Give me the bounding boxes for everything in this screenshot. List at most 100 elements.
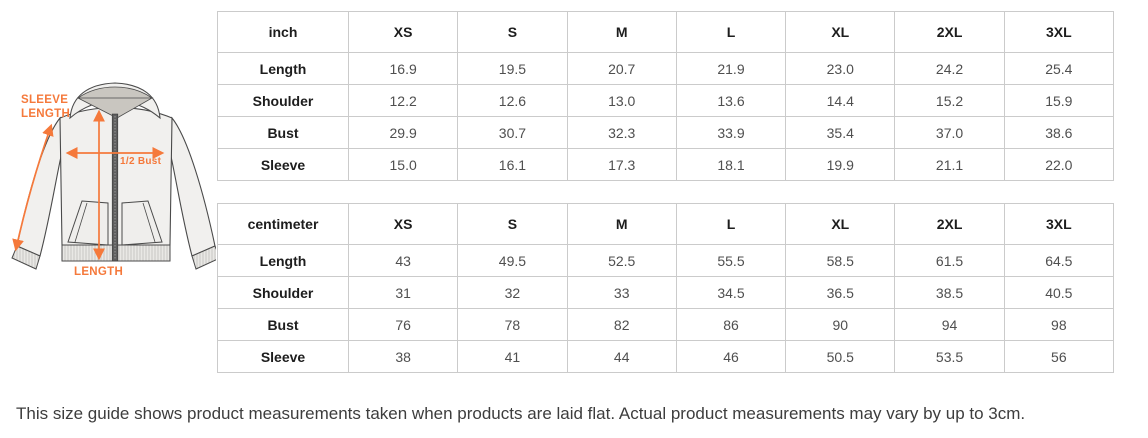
measurement-value-cell: 15.9 (1003, 84, 1115, 117)
measurement-value-cell: 49.5 (457, 244, 568, 277)
table-row: Shoulder 12.2 12.6 13.0 13.6 14.4 15.2 15.9 (217, 84, 1115, 117)
half-bust-label: 1/2 Bust (120, 156, 162, 167)
measurement-value-cell: 31 (347, 276, 459, 309)
table-row: Bust 76 78 82 86 90 94 98 (217, 308, 1115, 341)
measurement-value-cell: 46 (675, 340, 787, 373)
measurement-value-cell: 38.5 (894, 276, 1005, 309)
zipper (111, 113, 119, 262)
measurement-value-cell: 19.9 (785, 148, 896, 181)
measurement-value-cell: 34.5 (675, 276, 787, 309)
table-header-row: inch XS S M L XL 2XL 3XL (217, 11, 1115, 53)
centimeter-size-table: centimeter XS S M L XL 2XL 3XL Length 43 49.5 52.5… (217, 203, 1115, 373)
measurement-value-cell: 38 (347, 340, 459, 373)
measurement-value-cell: 52.5 (566, 244, 677, 277)
size-header-cell: S (457, 11, 568, 53)
measurement-value-cell: 16.9 (347, 52, 459, 85)
measurement-value-cell: 21.9 (675, 52, 787, 85)
unit-header-cell: inch (217, 11, 349, 53)
measurement-value-cell: 14.4 (785, 84, 896, 117)
size-header-cell: XS (347, 203, 459, 245)
measurement-value-cell: 55.5 (675, 244, 787, 277)
measurement-value-cell: 94 (894, 308, 1005, 341)
table-row: Bust 29.9 30.7 32.3 33.9 35.4 37.0 38.6 (217, 116, 1115, 149)
measurement-value-cell: 76 (347, 308, 459, 341)
measurement-value-cell: 37.0 (894, 116, 1005, 149)
measurement-value-cell: 43 (347, 244, 459, 277)
size-header-cell: 3XL (1003, 203, 1115, 245)
measurement-value-cell: 17.3 (566, 148, 677, 181)
measurement-label-cell: Length (217, 244, 349, 277)
measurement-value-cell: 40.5 (1003, 276, 1115, 309)
hood-lining (77, 86, 154, 119)
measurement-value-cell: 32.3 (566, 116, 677, 149)
size-header-cell: XS (347, 11, 459, 53)
measurement-value-cell: 53.5 (894, 340, 1005, 373)
measurement-value-cell: 22.0 (1003, 148, 1115, 181)
size-header-cell: XL (785, 203, 896, 245)
measurement-value-cell: 15.2 (894, 84, 1005, 117)
right-sleeve (169, 116, 216, 257)
measurement-label-cell: Shoulder (217, 276, 349, 309)
sleeve-length-label-line1: SLEEVE (21, 94, 68, 106)
hoodie-illustration: SLEEVE LENGTH 1/2 Bust LENGTH (11, 82, 216, 278)
sleeve-length-label-line2: LENGTH (21, 108, 70, 120)
measurement-value-cell: 32 (457, 276, 568, 309)
table-row: Sleeve 15.0 16.1 17.3 18.1 19.9 21.1 22.0 (217, 148, 1115, 181)
measurement-value-cell: 23.0 (785, 52, 896, 85)
measurement-value-cell: 82 (566, 308, 677, 341)
measurement-value-cell: 50.5 (785, 340, 896, 373)
measurement-value-cell: 86 (675, 308, 787, 341)
measurement-label-cell: Bust (217, 308, 349, 341)
measurement-value-cell: 21.1 (894, 148, 1005, 181)
size-header-cell: S (457, 203, 568, 245)
measurement-value-cell: 44 (566, 340, 677, 373)
measurement-value-cell: 12.2 (347, 84, 459, 117)
measurement-label-cell: Sleeve (217, 148, 349, 181)
size-header-cell: 2XL (894, 203, 1005, 245)
size-header-cell: 3XL (1003, 11, 1115, 53)
measurement-value-cell: 13.0 (566, 84, 677, 117)
hoodie-measurement-diagram: SLEEVE LENGTH 1/2 Bust LENGTH (4, 56, 216, 298)
table-row: Sleeve 38 41 44 46 50.5 53.5 56 (217, 340, 1115, 373)
measurement-value-cell: 25.4 (1003, 52, 1115, 85)
measurement-label-cell: Bust (217, 116, 349, 149)
measurement-value-cell: 90 (785, 308, 896, 341)
size-header-cell: L (675, 203, 787, 245)
measurement-value-cell: 20.7 (566, 52, 677, 85)
measurement-value-cell: 33 (566, 276, 677, 309)
unit-header-cell: centimeter (217, 203, 349, 245)
size-header-cell: XL (785, 11, 896, 53)
measurement-value-cell: 33.9 (675, 116, 787, 149)
measurement-value-cell: 56 (1003, 340, 1115, 373)
measurement-label-cell: Sleeve (217, 340, 349, 373)
measurement-label-cell: Length (217, 52, 349, 85)
measurement-value-cell: 58.5 (785, 244, 896, 277)
table-row: Length 43 49.5 52.5 55.5 58.5 61.5 64.5 (217, 244, 1115, 277)
size-guide-note: This size guide shows product measuremen… (16, 404, 1026, 423)
measurement-value-cell: 29.9 (347, 116, 459, 149)
left-pocket-opening (74, 202, 88, 243)
right-cuff (191, 245, 216, 270)
measurement-value-cell: 16.1 (457, 148, 568, 181)
measurement-value-cell: 13.6 (675, 84, 787, 117)
size-tables: inch XS S M L XL 2XL 3XL Length 16.9 19.5 20.7 21.9… (217, 11, 1115, 373)
table-row: Shoulder 31 32 33 34.5 36.5 38.5 40.5 (217, 276, 1115, 309)
size-header-cell: 2XL (894, 11, 1005, 53)
measurement-value-cell: 38.6 (1003, 116, 1115, 149)
measurement-value-cell: 98 (1003, 308, 1115, 341)
measurement-value-cell: 64.5 (1003, 244, 1115, 277)
measurement-value-cell: 30.7 (457, 116, 568, 149)
inch-size-table: inch XS S M L XL 2XL 3XL Length 16.9 19.5 20.7 21.9… (217, 11, 1115, 181)
measurement-value-cell: 61.5 (894, 244, 1005, 277)
right-pocket-opening (142, 202, 156, 243)
size-header-cell: M (566, 203, 677, 245)
table-row: Length 16.9 19.5 20.7 21.9 23.0 24.2 25.4 (217, 52, 1115, 85)
size-header-cell: L (675, 11, 787, 53)
length-label: LENGTH (74, 266, 123, 278)
sleeve-length-arrow (12, 123, 54, 252)
left-sleeve (16, 116, 63, 257)
table-header-row: centimeter XS S M L XL 2XL 3XL (217, 203, 1115, 245)
measurement-value-cell: 24.2 (894, 52, 1005, 85)
measurement-value-cell: 35.4 (785, 116, 896, 149)
